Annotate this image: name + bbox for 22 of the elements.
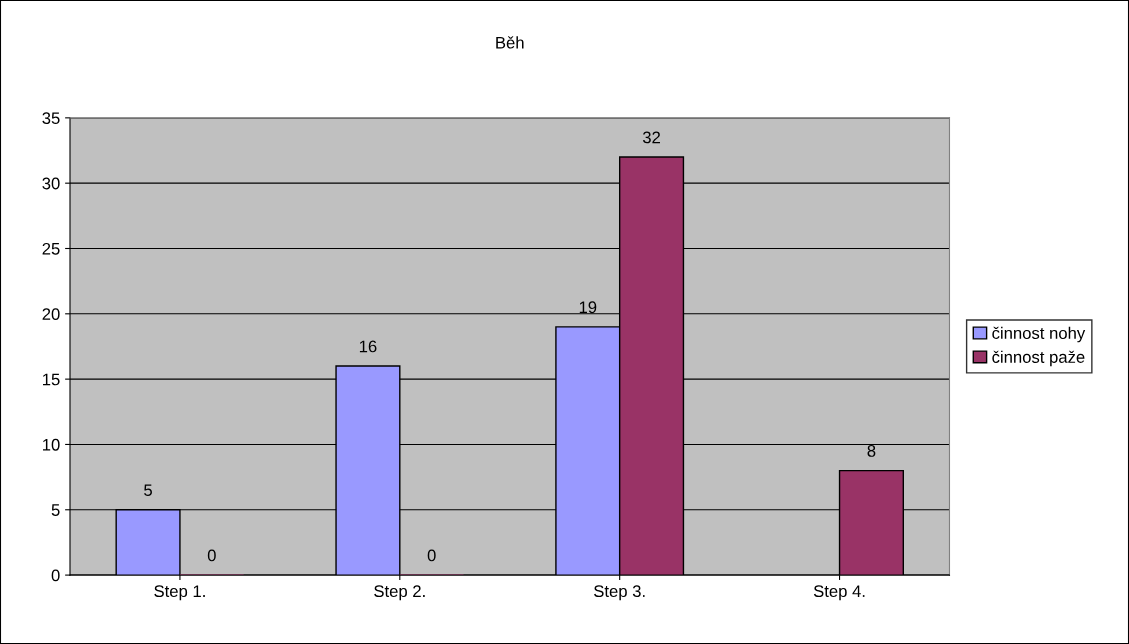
legend-label: činnost nohy [992, 326, 1086, 343]
data-label: 8 [867, 445, 876, 457]
data-label: 0 [207, 549, 216, 562]
y-tick-label: 30 [42, 177, 60, 190]
legend-label: činnost paže [992, 350, 1085, 367]
data-label: 32 [642, 131, 660, 144]
y-tick-label: 10 [43, 438, 60, 451]
data-label: 5 [144, 484, 152, 497]
y-tick-label: 5 [51, 504, 60, 516]
x-tick-label: Step 3. [594, 585, 645, 601]
y-tick-label: 20 [42, 308, 60, 321]
data-label: 16 [359, 340, 377, 353]
x-tick-label: Step 1. [154, 585, 205, 601]
x-tick-label: Step 2. [374, 585, 425, 601]
y-tick-label: 35 [42, 112, 60, 125]
y-tick-label: 25 [42, 242, 60, 255]
y-tick-label: 15 [43, 373, 60, 386]
data-label: 19 [579, 301, 597, 314]
data-label: 0 [427, 549, 436, 562]
x-tick-label: Step 4. [813, 585, 865, 601]
chart-title: Běh [496, 36, 524, 49]
y-tick-label: 0 [51, 569, 60, 582]
